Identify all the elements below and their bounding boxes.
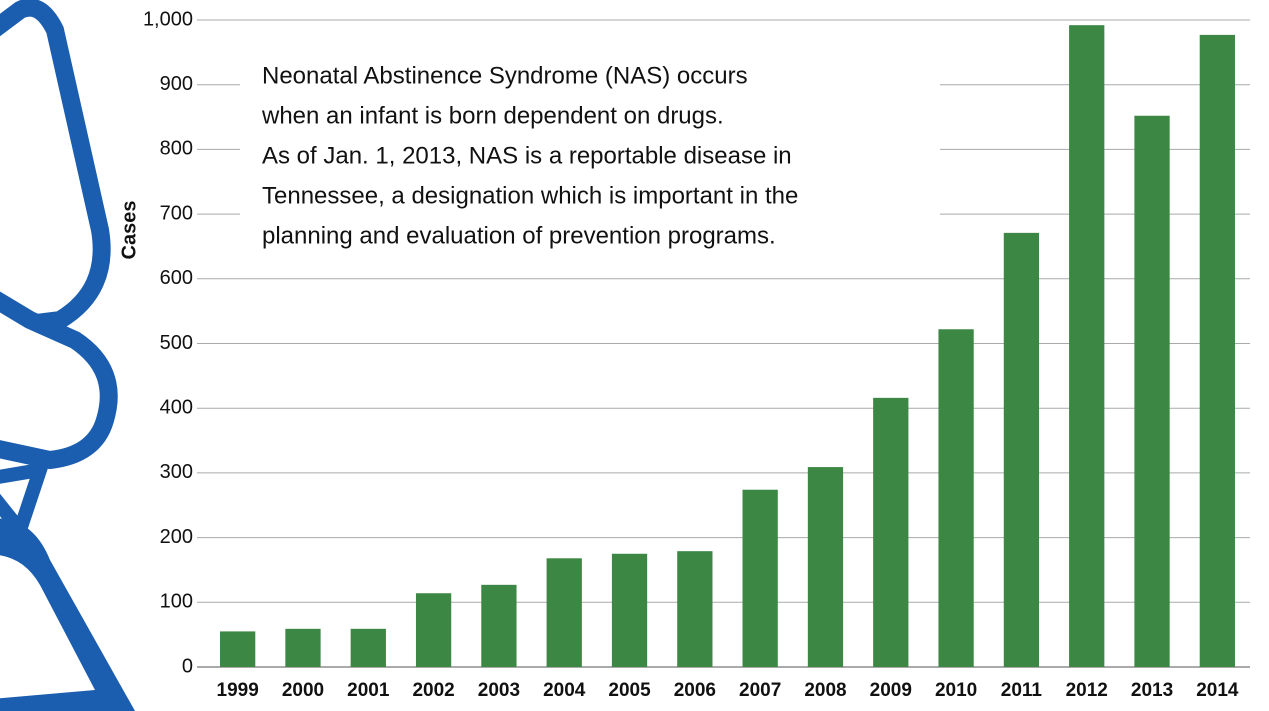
bar bbox=[415, 593, 452, 667]
y-tick-label: 1,000 bbox=[143, 8, 193, 30]
y-axis-label: Cases bbox=[118, 201, 140, 260]
y-tick-label: 500 bbox=[160, 332, 193, 354]
y-tick-label: 800 bbox=[160, 138, 193, 160]
bar bbox=[546, 558, 582, 667]
x-tick-label: 2010 bbox=[935, 680, 977, 701]
y-tick-label: 900 bbox=[160, 73, 193, 95]
bar bbox=[938, 329, 974, 667]
bar bbox=[481, 584, 517, 667]
bar bbox=[611, 553, 648, 667]
annotation-line: planning and evaluation of prevention pr… bbox=[262, 222, 776, 249]
x-tick-label: 1999 bbox=[217, 680, 259, 701]
y-tick-label: 100 bbox=[160, 591, 193, 613]
x-tick-label: 2012 bbox=[1066, 680, 1108, 701]
y-tick-label: 0 bbox=[182, 655, 193, 677]
bar bbox=[1199, 34, 1235, 668]
x-tick-label: 2005 bbox=[608, 680, 651, 701]
bar bbox=[1069, 25, 1105, 667]
annotation-box bbox=[240, 52, 940, 274]
bar bbox=[1003, 232, 1040, 667]
x-tick-label: 2001 bbox=[347, 680, 390, 701]
x-tick-label: 2011 bbox=[1001, 680, 1043, 701]
decoration bbox=[0, 0, 135, 711]
x-tick-label: 2002 bbox=[412, 680, 454, 701]
annotation-line: Tennessee, a designation which is import… bbox=[262, 182, 798, 209]
x-tick-label: 2007 bbox=[739, 680, 781, 701]
bar bbox=[742, 489, 778, 667]
x-tick-label: 2008 bbox=[804, 680, 846, 701]
y-tick-label: 300 bbox=[160, 461, 193, 483]
annotation-line: when an infant is born dependent on drug… bbox=[261, 102, 724, 129]
x-tick-label: 2000 bbox=[282, 680, 324, 701]
annotation-line: Neonatal Abstinence Syndrome (NAS) occur… bbox=[262, 62, 748, 89]
bar bbox=[285, 628, 321, 667]
y-tick-label: 200 bbox=[160, 526, 193, 548]
bar bbox=[1134, 115, 1170, 668]
y-tick-label: 600 bbox=[160, 267, 193, 289]
x-tick-label: 2014 bbox=[1196, 680, 1239, 701]
y-tick-label: 700 bbox=[160, 202, 193, 224]
bar bbox=[873, 397, 909, 667]
x-tick-label: 2003 bbox=[478, 680, 520, 701]
x-tick-label: 2013 bbox=[1131, 680, 1173, 701]
x-tick-label: 2004 bbox=[543, 680, 586, 701]
bar bbox=[220, 631, 256, 667]
x-tick-label: 2009 bbox=[870, 680, 912, 701]
bar bbox=[677, 551, 713, 667]
x-tick-label: 2006 bbox=[674, 680, 716, 701]
bar bbox=[807, 467, 844, 667]
annotation-line: As of Jan. 1, 2013, NAS is a reportable … bbox=[262, 142, 792, 169]
y-tick-label: 400 bbox=[160, 396, 193, 418]
bar bbox=[350, 628, 386, 667]
